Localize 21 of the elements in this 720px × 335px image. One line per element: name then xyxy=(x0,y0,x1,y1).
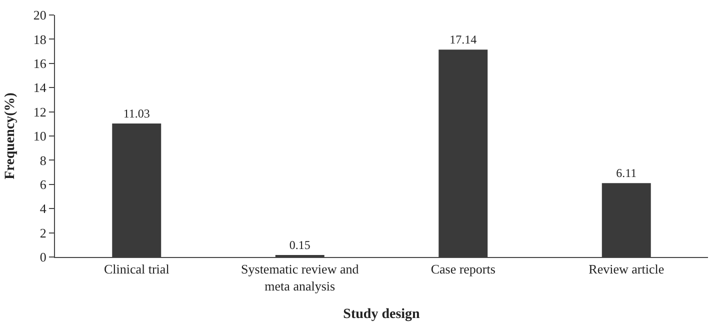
data-label: 6.11 xyxy=(616,166,637,180)
y-tick-label: 10 xyxy=(33,128,46,144)
y-tick-label: 18 xyxy=(33,32,46,47)
x-axis-title: Study design xyxy=(343,306,420,322)
y-tick-label: 12 xyxy=(33,104,46,120)
y-tick-label: 2 xyxy=(40,225,46,240)
y-tick-label: 6 xyxy=(40,176,47,192)
y-tick-label: 16 xyxy=(33,56,47,71)
data-label: 11.03 xyxy=(123,106,150,121)
data-label: 17.14 xyxy=(450,32,477,47)
y-axis-title: Frequency(%) xyxy=(3,92,18,180)
y-tick-label: 0 xyxy=(40,250,46,265)
data-label: 0.15 xyxy=(289,238,310,252)
x-tick-label: Systematic review and meta analysis xyxy=(241,262,360,294)
y-tick-label: 4 xyxy=(40,201,47,216)
x-tick-label: Case reports xyxy=(430,262,496,277)
x-tick-label: Review article xyxy=(588,262,664,277)
y-tick-label: 20 xyxy=(33,8,46,23)
x-tick-label: Clinical trial xyxy=(104,262,170,277)
y-tick-label: 14 xyxy=(33,80,47,96)
y-tick-label: 8 xyxy=(40,152,46,168)
